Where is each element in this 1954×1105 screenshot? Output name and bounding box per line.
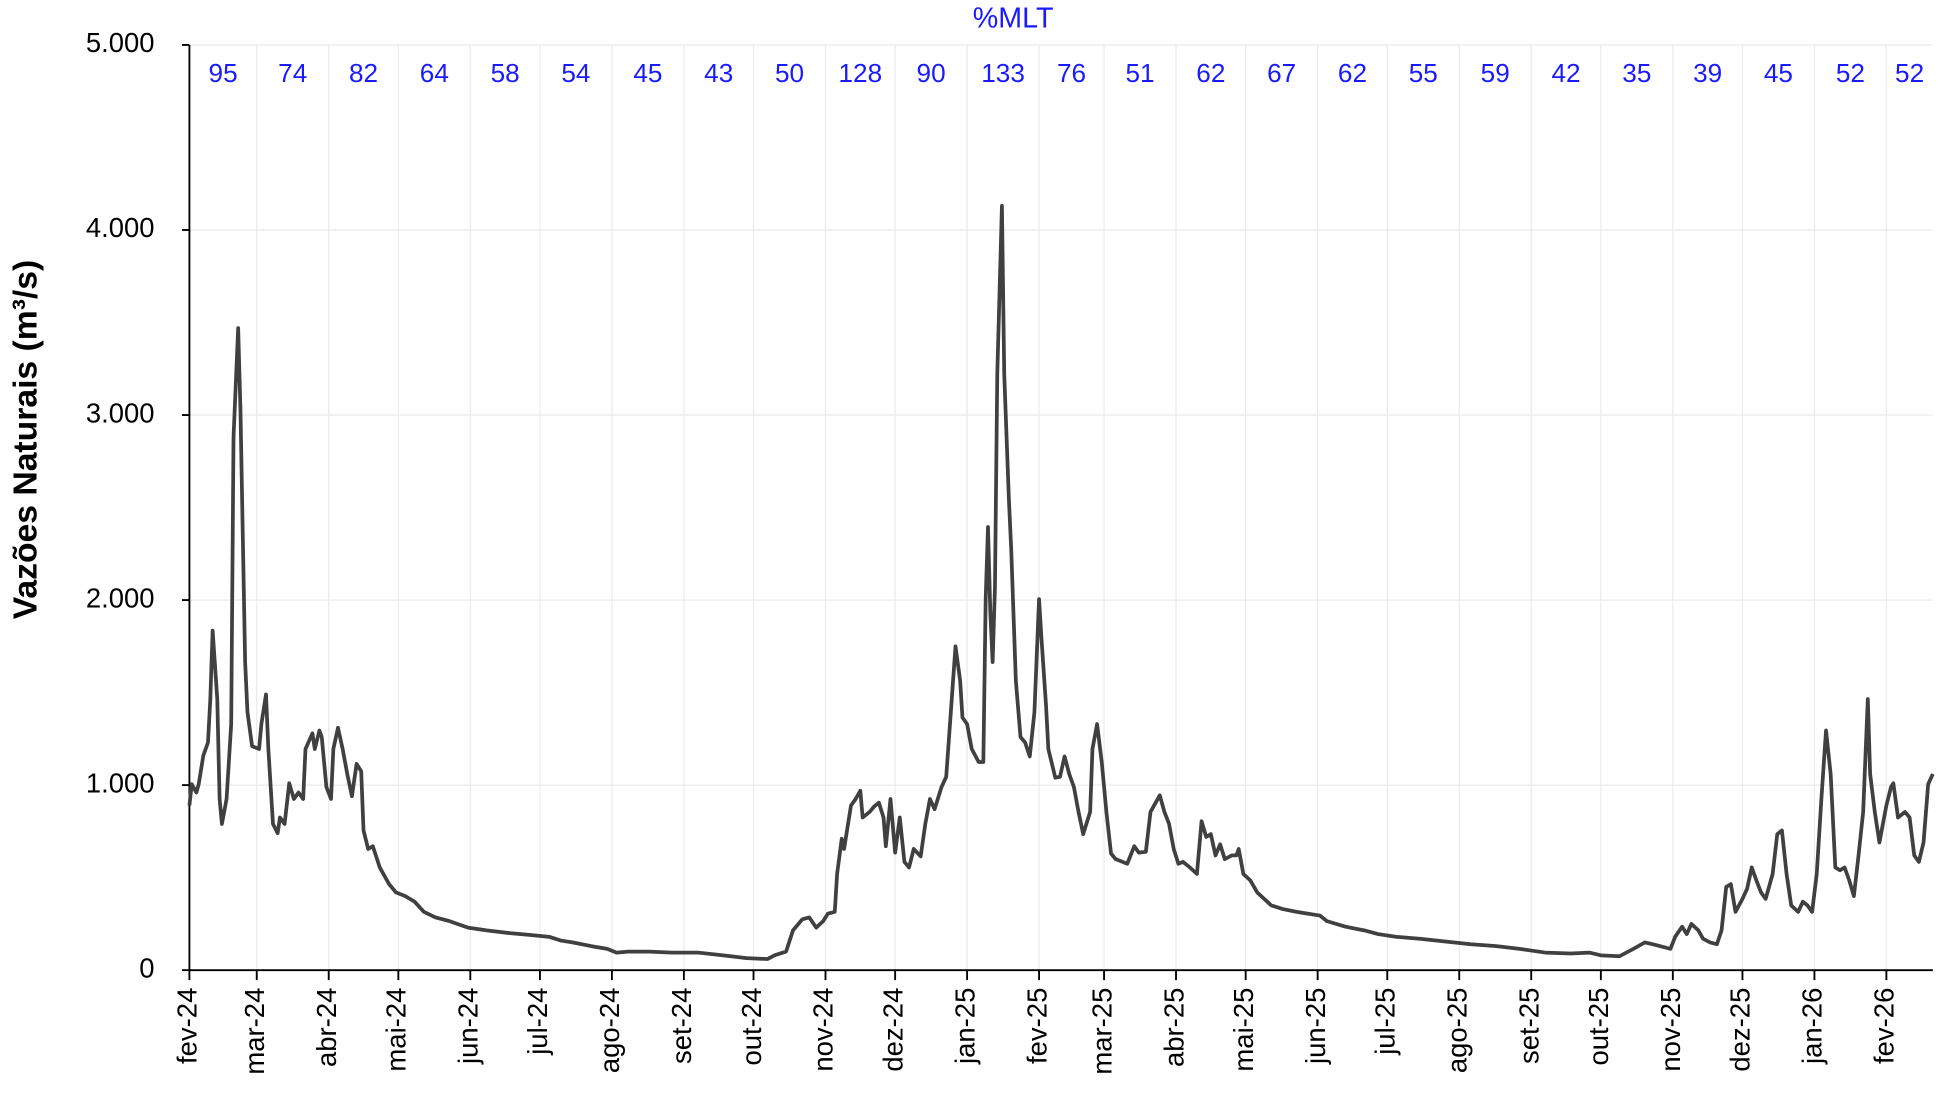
x-tick-label: fev-25	[1021, 988, 1052, 1064]
mlt-value: 55	[1409, 58, 1438, 88]
mlt-value: 95	[209, 58, 238, 88]
mlt-value: 133	[981, 58, 1025, 88]
mlt-value: 54	[561, 58, 590, 88]
mlt-value: 52	[1895, 58, 1924, 88]
mlt-value: 62	[1338, 58, 1367, 88]
x-tick-label: jan-25	[949, 988, 980, 1065]
mlt-value: 82	[349, 58, 378, 88]
x-tick-label: mai-25	[1228, 988, 1259, 1072]
x-tick-label: mar-25	[1086, 988, 1117, 1075]
x-tick-label: abr-25	[1158, 988, 1189, 1067]
y-axis-label: Vazões Naturais (m³/s)	[7, 260, 44, 619]
mlt-value: 59	[1481, 58, 1510, 88]
x-tick-label: dez-25	[1725, 988, 1756, 1072]
mlt-value: 64	[420, 58, 449, 88]
x-tick-label: mai-24	[381, 988, 412, 1072]
x-tick-label: set-25	[1513, 988, 1544, 1064]
x-tick-label: ago-24	[594, 988, 625, 1074]
x-tick-label: jun-24	[453, 988, 484, 1065]
y-tick-label: 0	[139, 952, 154, 983]
x-tick-label: fev-24	[172, 988, 203, 1064]
y-tick-label: 2.000	[86, 582, 155, 613]
mlt-value: 74	[278, 58, 307, 88]
x-tick-label: jul-24	[522, 988, 553, 1056]
x-tick-label: ago-25	[1442, 988, 1473, 1074]
x-tick-label: out-24	[736, 988, 767, 1066]
mlt-value: 76	[1057, 58, 1086, 88]
mlt-value: 58	[491, 58, 520, 88]
x-tick-label: abr-24	[311, 988, 342, 1067]
mlt-value: 51	[1125, 58, 1154, 88]
x-tick-label: out-25	[1583, 988, 1614, 1066]
mlt-value: 45	[633, 58, 662, 88]
mlt-value: 128	[838, 58, 882, 88]
mlt-value: 45	[1764, 58, 1793, 88]
x-tick-label: nov-24	[808, 988, 839, 1072]
x-tick-label: jan-26	[1797, 988, 1828, 1065]
x-tick-label: jun-25	[1300, 988, 1331, 1065]
mlt-value: 52	[1836, 58, 1865, 88]
mlt-value: 62	[1196, 58, 1225, 88]
y-tick-label: 4.000	[86, 212, 155, 243]
mlt-value: 90	[917, 58, 946, 88]
x-tick-label: mar-24	[239, 988, 270, 1075]
x-tick-label: set-24	[666, 988, 697, 1064]
x-tick-label: jul-25	[1370, 988, 1401, 1056]
mlt-value: 67	[1267, 58, 1296, 88]
mlt-value: 39	[1693, 58, 1722, 88]
mlt-value: 50	[775, 58, 804, 88]
y-tick-label: 3.000	[86, 397, 155, 428]
mlt-value: 35	[1622, 58, 1651, 88]
mlt-value: 42	[1551, 58, 1580, 88]
y-tick-label: 5.000	[86, 27, 155, 58]
mlt-value: 43	[704, 58, 733, 88]
x-tick-label: nov-25	[1655, 988, 1686, 1072]
y-tick-label: 1.000	[86, 767, 155, 798]
mlt-title: %MLT	[973, 3, 1054, 35]
x-tick-label: dez-24	[877, 988, 908, 1072]
series-line	[187, 204, 1935, 961]
x-tick-label: fev-26	[1869, 988, 1900, 1064]
